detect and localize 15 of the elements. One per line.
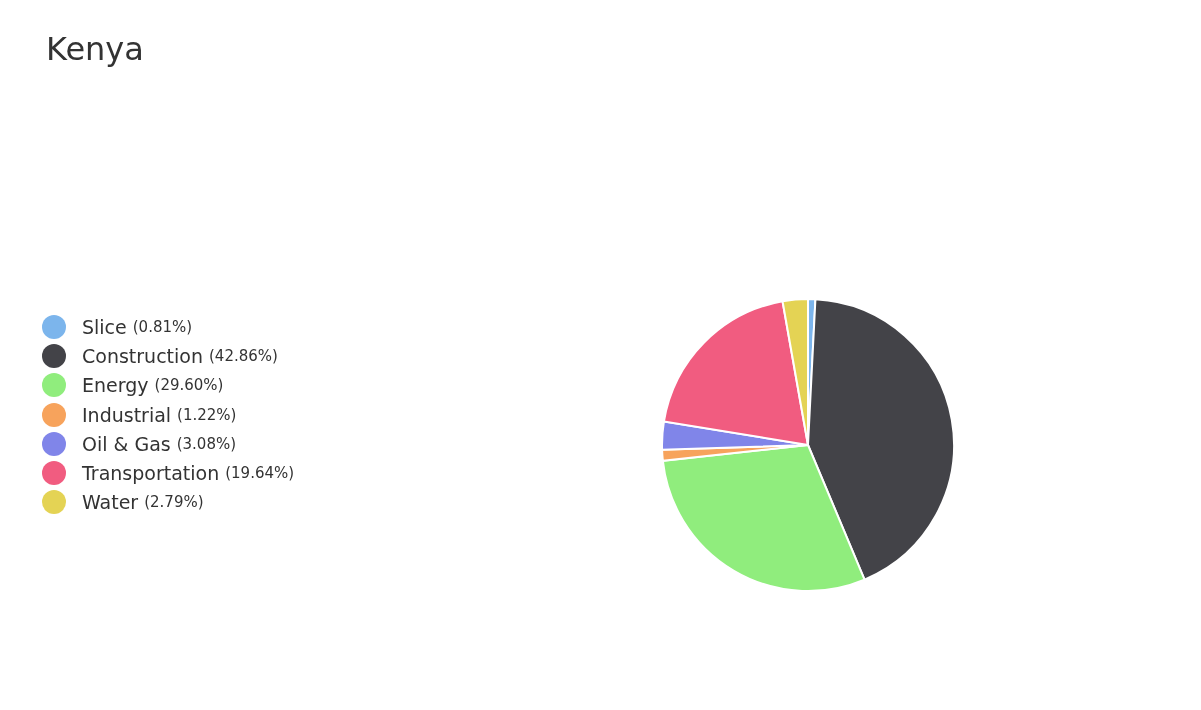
data-label: (29.60%) (154, 376, 224, 395)
data-label: (2.79%) (144, 493, 204, 512)
chart-title: Kenya (46, 30, 144, 68)
legend-label: Industrial (82, 403, 172, 426)
legend-label: Water (82, 491, 139, 514)
data-label: (0.81%) (132, 317, 193, 336)
legend-label: Construction (82, 344, 203, 367)
legend-label: Energy (82, 374, 149, 397)
data-label: (1.22%) (177, 405, 237, 424)
data-label: (19.64%) (225, 464, 295, 483)
legend-label: Oil & Gas (82, 432, 171, 455)
data-label: (3.08%) (176, 434, 237, 453)
data-label: (42.86%) (208, 346, 278, 365)
legend-label: Transportation (82, 462, 220, 485)
legend-label: Slice (82, 315, 127, 338)
